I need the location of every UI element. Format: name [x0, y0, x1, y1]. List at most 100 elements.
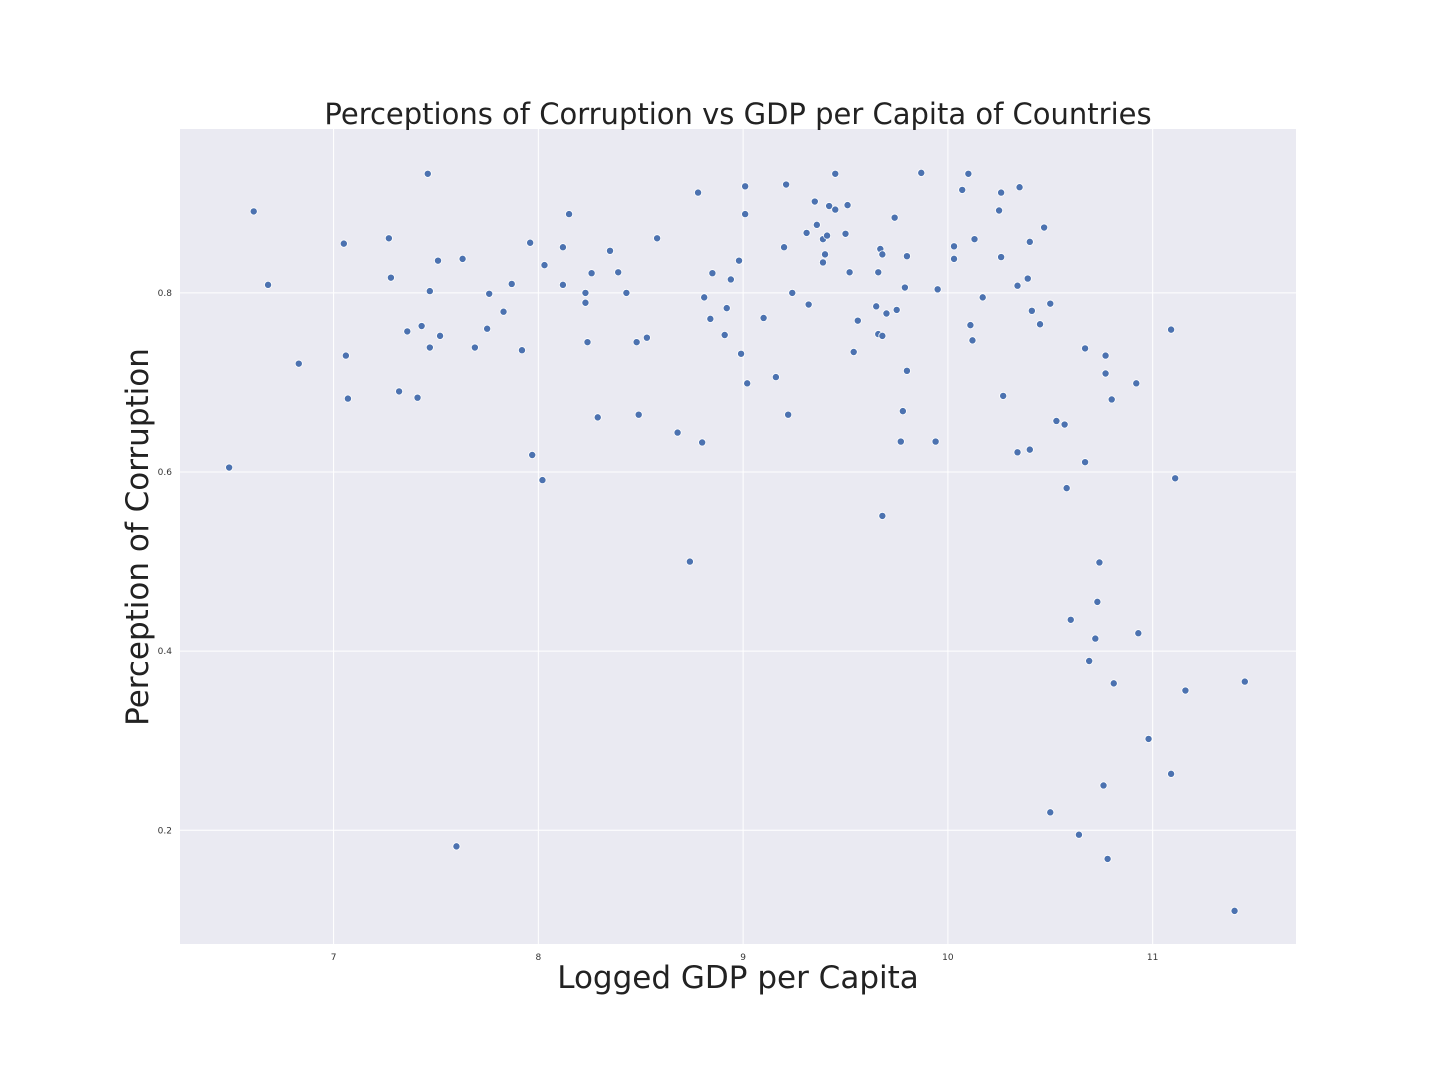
- data-point: [741, 210, 750, 219]
- data-point: [1062, 484, 1071, 493]
- data-point: [395, 387, 404, 396]
- data-point: [997, 188, 1006, 197]
- data-point: [294, 359, 303, 368]
- data-point: [831, 205, 840, 214]
- data-point: [788, 288, 797, 297]
- data-point: [384, 234, 393, 243]
- data-point: [1107, 395, 1116, 404]
- data-point: [517, 346, 526, 355]
- data-points: [225, 168, 1249, 915]
- data-point: [485, 289, 494, 298]
- data-point: [995, 206, 1004, 215]
- data-point: [632, 338, 641, 347]
- data-point: [831, 169, 840, 178]
- data-point: [902, 252, 911, 261]
- data-point: [634, 410, 643, 419]
- data-point: [1181, 686, 1190, 695]
- data-point: [780, 243, 789, 252]
- data-point: [970, 235, 979, 244]
- tick-labels: 7 8 9 10 11 0.2 0.4 0.6 0.8: [158, 289, 1159, 963]
- y-tick-label: 0.6: [158, 468, 173, 478]
- data-point: [1171, 474, 1180, 483]
- data-point: [425, 343, 434, 352]
- data-point: [507, 279, 516, 288]
- data-point: [1025, 445, 1034, 454]
- data-point: [1109, 679, 1118, 688]
- data-point: [1093, 597, 1102, 606]
- data-point: [425, 287, 434, 296]
- data-point: [1081, 458, 1090, 467]
- data-point: [642, 333, 651, 342]
- data-point: [771, 373, 780, 382]
- y-tick-label: 0.8: [158, 289, 173, 299]
- data-point: [900, 283, 909, 292]
- data-point: [726, 275, 735, 284]
- data-point: [845, 268, 854, 277]
- data-point: [841, 229, 850, 238]
- data-point: [966, 321, 975, 330]
- data-point: [878, 250, 887, 259]
- data-point: [902, 366, 911, 375]
- data-point: [999, 391, 1008, 400]
- data-point: [558, 280, 567, 289]
- data-point: [843, 201, 852, 210]
- data-point: [483, 324, 492, 333]
- data-point: [470, 343, 479, 352]
- data-point: [1046, 808, 1055, 817]
- data-point: [1095, 558, 1104, 567]
- data-point: [950, 254, 959, 263]
- data-point: [581, 298, 590, 307]
- data-point: [606, 246, 615, 255]
- y-tick-label: 0.2: [158, 826, 172, 836]
- data-point: [1074, 830, 1083, 839]
- data-point: [452, 842, 461, 851]
- data-point: [1015, 183, 1024, 192]
- data-point: [694, 188, 703, 197]
- data-point: [1085, 656, 1094, 665]
- data-point: [1060, 420, 1069, 429]
- data-point: [823, 231, 832, 240]
- data-point: [587, 269, 596, 278]
- data-point: [1023, 274, 1032, 283]
- data-point: [458, 254, 467, 263]
- data-point: [1066, 615, 1075, 624]
- data-point: [1013, 281, 1022, 290]
- data-point: [249, 207, 258, 216]
- data-point: [782, 180, 791, 189]
- plot-area: [180, 129, 1296, 944]
- data-point: [1027, 306, 1036, 315]
- data-point: [950, 242, 959, 251]
- data-point: [413, 393, 422, 402]
- data-point: [997, 253, 1006, 262]
- data-point: [706, 314, 715, 323]
- data-point: [698, 438, 707, 447]
- data-point: [343, 394, 352, 403]
- data-point: [741, 182, 750, 191]
- data-point: [653, 234, 662, 243]
- data-point: [812, 220, 821, 229]
- data-point: [1099, 781, 1108, 790]
- data-point: [1013, 448, 1022, 457]
- data-point: [434, 256, 443, 265]
- data-point: [933, 285, 942, 294]
- y-tick-label: 0.4: [158, 647, 173, 657]
- data-point: [878, 331, 887, 340]
- data-point: [818, 258, 827, 267]
- data-point: [892, 305, 901, 314]
- x-axis-label: Logged GDP per Capita: [557, 960, 919, 996]
- data-point: [583, 338, 592, 347]
- x-tick-label: 9: [740, 953, 746, 963]
- data-point: [225, 463, 234, 472]
- data-point: [1167, 325, 1176, 334]
- data-point: [1167, 769, 1176, 778]
- data-point: [882, 309, 891, 318]
- data-point: [737, 349, 746, 358]
- data-point: [853, 316, 862, 325]
- data-point: [978, 293, 987, 302]
- x-tick-label: 11: [1147, 953, 1158, 963]
- data-point: [1132, 379, 1141, 388]
- data-point: [722, 304, 731, 313]
- chart-title: Perceptions of Corruption vs GDP per Cap…: [324, 97, 1151, 131]
- data-point: [526, 238, 535, 247]
- data-point: [423, 169, 432, 178]
